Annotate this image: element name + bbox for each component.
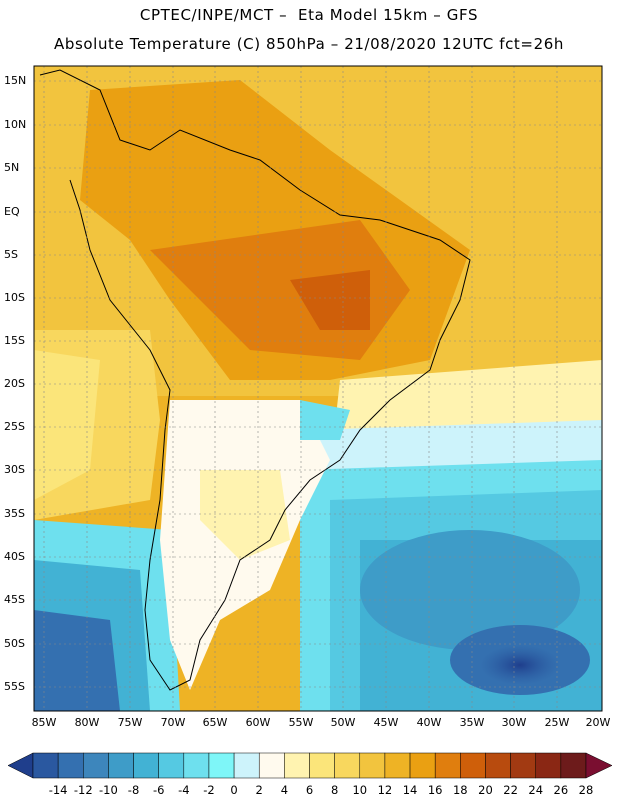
lon-label: 80W [74,716,100,729]
lat-label: 30S [4,463,25,476]
colorbar-label: -14 [48,783,68,797]
lon-label: 35W [459,716,485,729]
colorbar-swatch [485,752,511,779]
colorbar-label: 20 [478,783,493,797]
colorbar-swatch [309,752,335,779]
colorbar-swatch [460,752,486,779]
colorbar-swatch [535,752,562,779]
colorbar-label: 0 [230,783,238,797]
lon-label: 55W [288,716,314,729]
colorbar-swatch [560,752,587,779]
colorbar-swatch [434,752,461,779]
lat-label: 10N [4,118,27,131]
colorbar-swatch [183,752,210,779]
lon-label: 60W [245,716,271,729]
colorbar-swatch [359,752,386,779]
lat-label: 10S [4,291,25,304]
colorbar-label: 24 [528,783,544,797]
lat-label: 50S [4,637,25,650]
colorbar-arrow-high [585,752,613,779]
colorbar-swatch [284,752,310,779]
colorbar [7,752,613,779]
map-frame [33,65,603,712]
lon-label: 45W [373,716,399,729]
colorbar-swatch [57,752,84,779]
colorbar-label: 10 [352,783,368,797]
colorbar-label: 26 [553,783,569,797]
lon-label: 85W [31,716,57,729]
lat-label: 35S [4,507,25,520]
lon-label: 65W [202,716,228,729]
lon-label: 40W [416,716,442,729]
lat-label: 45S [4,593,25,606]
colorbar-swatch [510,752,536,779]
colorbar-label: 16 [427,783,443,797]
colorbar-swatch [409,752,436,779]
colorbar-label: 12 [377,783,393,797]
lon-label: 50W [330,716,356,729]
colorbar-label: 28 [578,783,594,797]
title-line-2: Absolute Temperature (C) 850hPa – 21/08/… [54,35,564,53]
lat-label: 40S [4,550,25,563]
colorbar-swatch [384,752,411,779]
lon-label: 20W [585,716,611,729]
colorbar-label: -2 [203,783,215,797]
lon-label: 30W [501,716,527,729]
colorbar-swatch [32,752,59,779]
colorbar-label: 14 [402,783,418,797]
colorbar-label: -10 [99,783,118,797]
colorbar-label: -6 [152,783,165,797]
temperature-field [34,66,602,711]
colorbar-swatch [258,752,285,779]
title-line-1: CPTEC/INPE/MCT – Eta Model 15km – GFS [139,6,479,24]
lat-label: 5N [4,161,20,174]
colorbar-swatch [233,752,260,779]
lat-label: EQ [4,205,20,218]
colorbar-swatch [83,752,109,779]
lon-label: 25W [544,716,570,729]
lat-label: 20S [4,377,25,390]
colorbar-arrow-low [7,752,34,779]
colorbar-label: 6 [305,783,314,797]
lat-label: 15S [4,334,25,347]
lon-label: 75W [117,716,143,729]
colorbar-swatch [133,752,159,779]
lon-label: 70W [160,716,186,729]
lat-label: 25S [4,420,25,433]
lat-label: 15N [4,74,27,87]
lat-label: 55S [4,680,25,693]
colorbar-label: 4 [280,783,289,797]
colorbar-label: -8 [127,783,140,797]
colorbar-swatch [158,752,185,779]
colorbar-label: -12 [73,783,93,797]
colorbar-label: -4 [178,783,190,797]
lat-label: 5S [4,248,18,261]
colorbar-label: 2 [255,783,263,797]
colorbar-swatch [334,752,361,779]
colorbar-swatch [208,752,235,779]
colorbar-label: 18 [452,783,468,797]
colorbar-label: 8 [330,783,339,797]
colorbar-label: 22 [503,783,518,797]
colorbar-swatch [108,752,134,779]
